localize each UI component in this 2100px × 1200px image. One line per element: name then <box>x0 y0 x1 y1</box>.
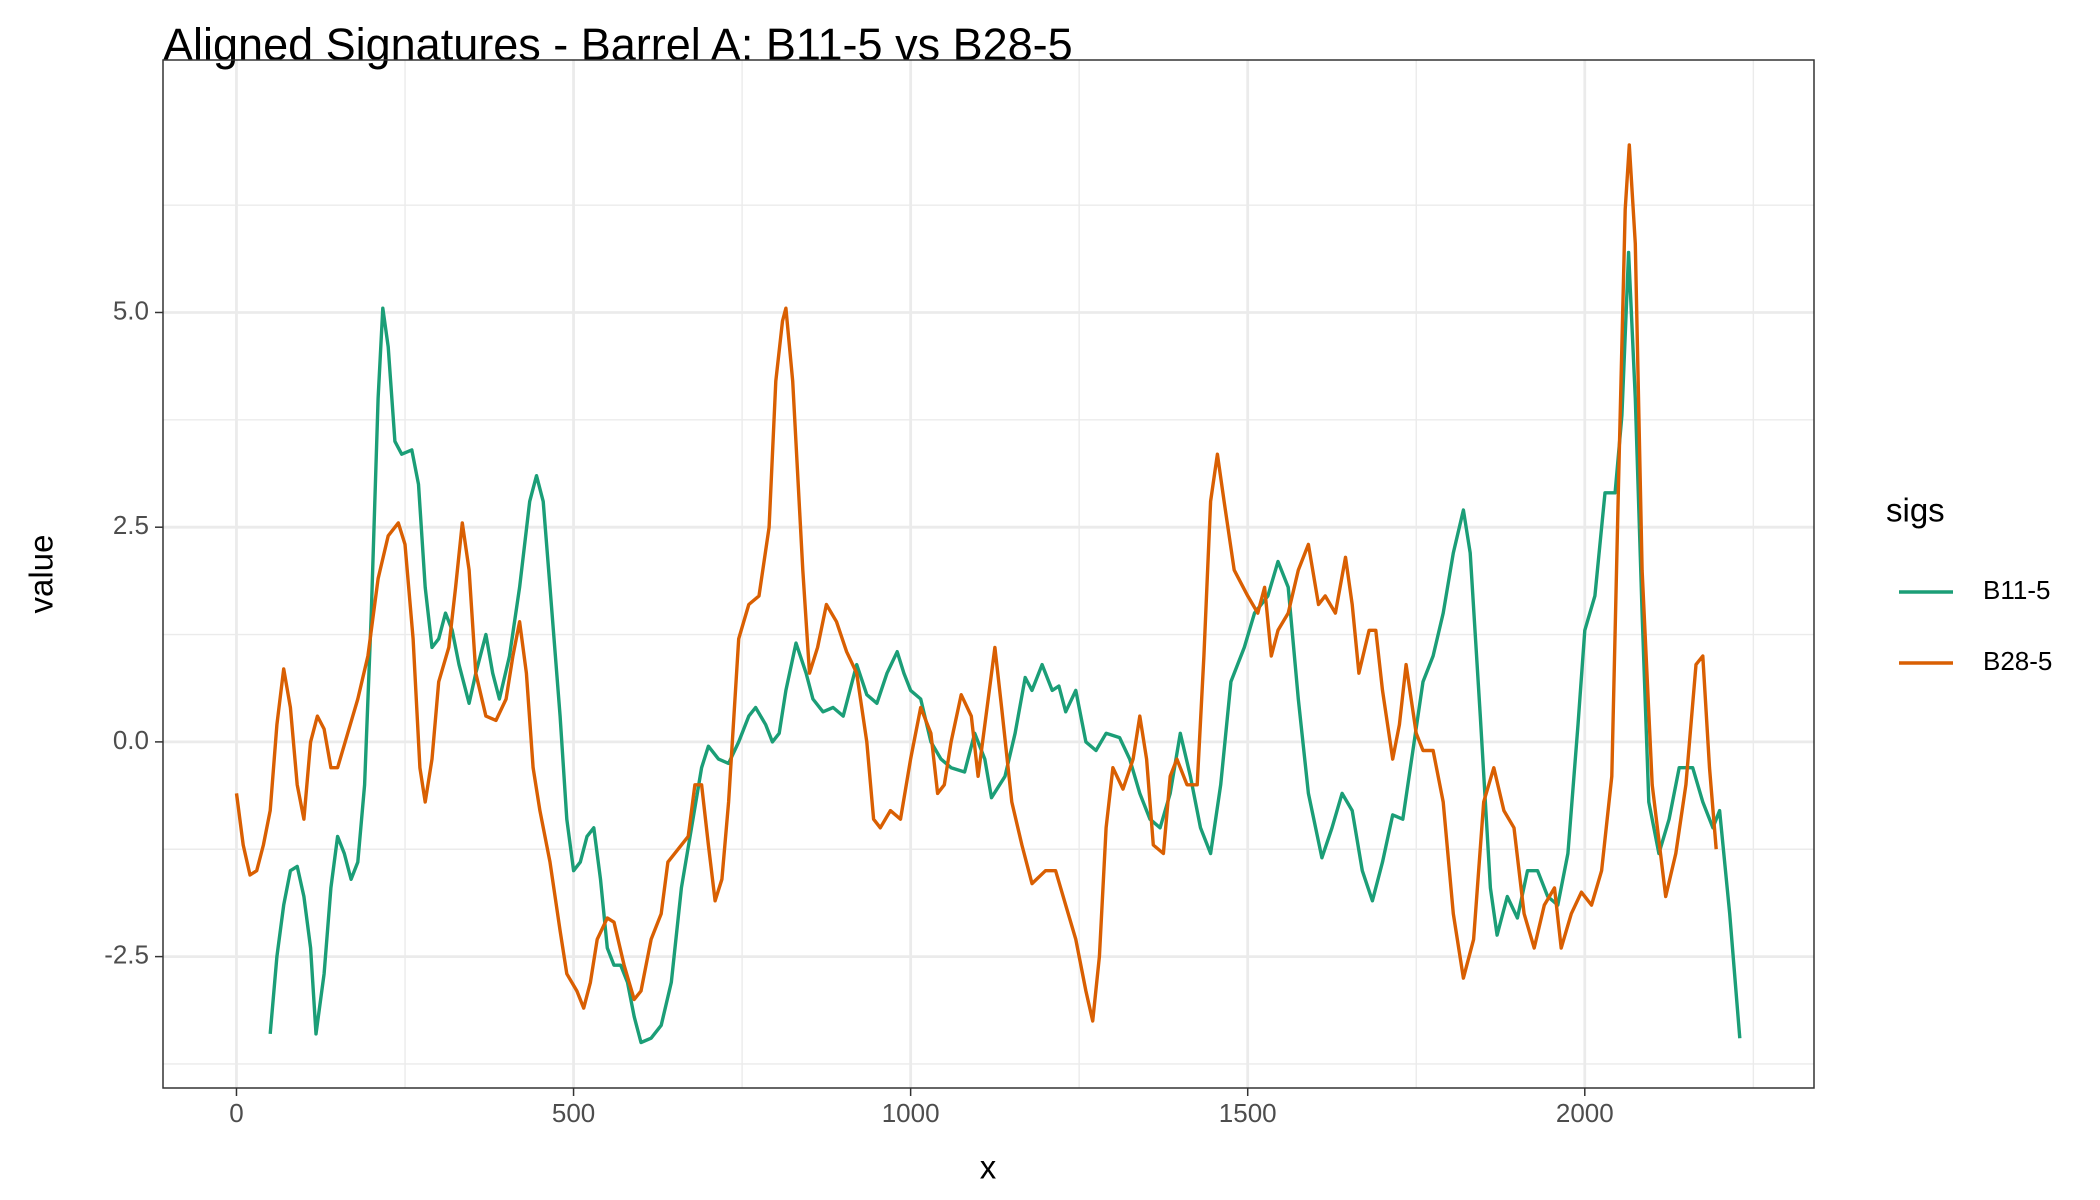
series-line <box>234 143 1718 1023</box>
x-tick-label: 0 <box>229 1098 243 1128</box>
chart-title: Aligned Signatures - Barrel A: B11-5 vs … <box>163 19 1073 70</box>
y-tick-label: 5.0 <box>113 295 149 325</box>
x-tick-label: 1500 <box>1219 1098 1277 1128</box>
x-tick-label: 2000 <box>1556 1098 1614 1128</box>
x-axis-title: x <box>980 1149 997 1186</box>
y-tick-label: -2.5 <box>104 939 149 969</box>
legend-label: B28-5 <box>1983 646 2052 676</box>
x-tick-label: 500 <box>552 1098 595 1128</box>
y-tick-label: 0.0 <box>113 725 149 755</box>
panel-border <box>162 59 1815 1089</box>
x-tick-label: 1000 <box>882 1098 940 1128</box>
y-tick-label: 2.5 <box>113 510 149 540</box>
y-axis-title: value <box>23 535 60 614</box>
legend-title: sigs <box>1886 492 1945 529</box>
legend-label: B11-5 <box>1983 575 2050 605</box>
